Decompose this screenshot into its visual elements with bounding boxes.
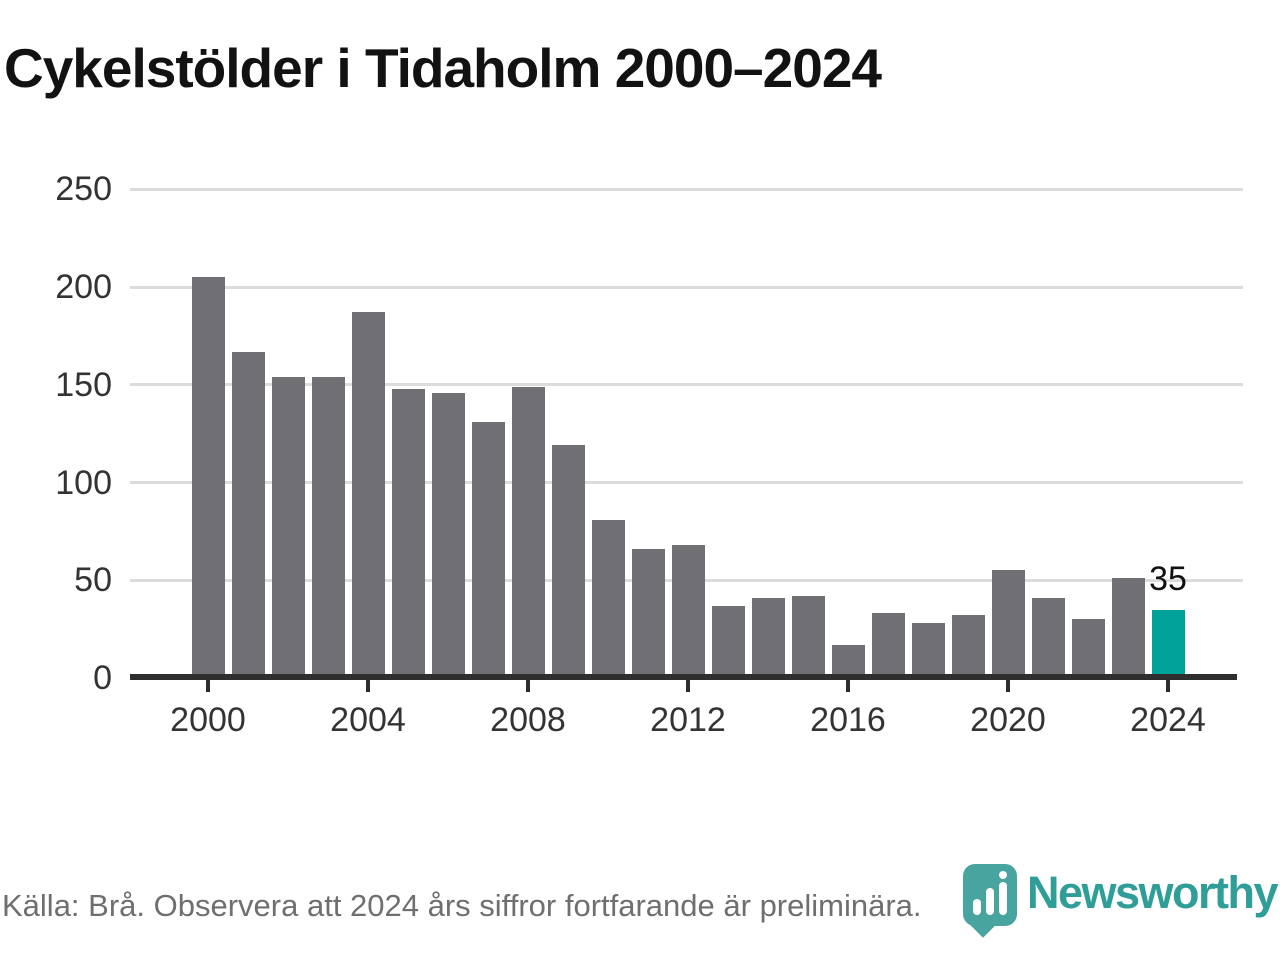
bar-2005 bbox=[391, 388, 425, 676]
bar-2002 bbox=[271, 376, 305, 676]
bar-2006 bbox=[431, 392, 465, 676]
bar-2017 bbox=[871, 613, 905, 676]
x-axis-tick-2016 bbox=[846, 679, 850, 692]
x-axis-tick-2004 bbox=[366, 679, 370, 692]
bar-2019 bbox=[951, 615, 985, 676]
x-axis-tick-2008 bbox=[526, 679, 530, 692]
x-axis-label-2016: 2016 bbox=[810, 701, 886, 739]
x-axis-label-2024: 2024 bbox=[1130, 701, 1206, 739]
x-axis-tick-2024 bbox=[1166, 679, 1170, 692]
bar-2007 bbox=[471, 421, 505, 676]
bar-2010 bbox=[591, 519, 625, 676]
gridline-250 bbox=[130, 187, 1243, 191]
x-axis-line bbox=[130, 674, 1237, 680]
y-axis-label-50: 50 bbox=[74, 561, 112, 600]
bar-2000 bbox=[191, 277, 225, 676]
chart-title: Cykelstölder i Tidaholm 2000–2024 bbox=[4, 37, 882, 99]
bar-2003 bbox=[311, 376, 345, 676]
logo-chart-bar bbox=[999, 882, 1007, 915]
x-axis-tick-2012 bbox=[686, 679, 690, 692]
gridline-200 bbox=[130, 285, 1243, 289]
y-axis-label-250: 250 bbox=[55, 170, 112, 209]
y-axis-label-0: 0 bbox=[93, 659, 112, 697]
x-axis-label-2000: 2000 bbox=[170, 701, 246, 739]
x-axis-label-2004: 2004 bbox=[330, 701, 406, 739]
bar-2011 bbox=[631, 548, 665, 676]
source-note: Källa: Brå. Observera att 2024 års siffr… bbox=[2, 888, 922, 923]
bar-2001 bbox=[231, 351, 265, 676]
newsworthy-wordmark: Newsworthy bbox=[1027, 867, 1279, 918]
x-axis-tick-2000 bbox=[206, 679, 210, 692]
x-axis-tick-2020 bbox=[1006, 679, 1010, 692]
bar-2016 bbox=[831, 644, 865, 676]
bar-2013 bbox=[711, 605, 745, 676]
bar-2020 bbox=[991, 570, 1025, 676]
gridline-100 bbox=[130, 481, 1243, 484]
bar-2021 bbox=[1031, 597, 1065, 676]
y-axis-label-150: 150 bbox=[55, 365, 112, 404]
bar-2024 bbox=[1151, 609, 1185, 676]
bar-2022 bbox=[1071, 619, 1105, 676]
gridline-150 bbox=[130, 383, 1243, 387]
bar-2014 bbox=[751, 597, 785, 676]
bar-2008 bbox=[511, 386, 545, 676]
y-axis-label-100: 100 bbox=[55, 463, 112, 502]
logo-chart-bar bbox=[986, 888, 994, 915]
x-axis-label-2020: 2020 bbox=[970, 701, 1046, 739]
y-axis-label-200: 200 bbox=[55, 268, 112, 306]
bar-2015 bbox=[791, 595, 825, 676]
highlight-value-label: 35 bbox=[1149, 559, 1187, 598]
bar-2018 bbox=[911, 623, 945, 676]
bar-2023 bbox=[1111, 578, 1145, 676]
x-axis-label-2012: 2012 bbox=[650, 701, 726, 739]
x-axis-label-2008: 2008 bbox=[490, 701, 566, 739]
bar-2009 bbox=[551, 445, 585, 676]
bar-2012 bbox=[671, 545, 705, 676]
bar-2004 bbox=[351, 312, 385, 676]
logo-chart-bar bbox=[973, 899, 981, 915]
logo-chart-dot bbox=[999, 871, 1007, 879]
newsworthy-pin-chart-icon bbox=[963, 864, 1017, 938]
